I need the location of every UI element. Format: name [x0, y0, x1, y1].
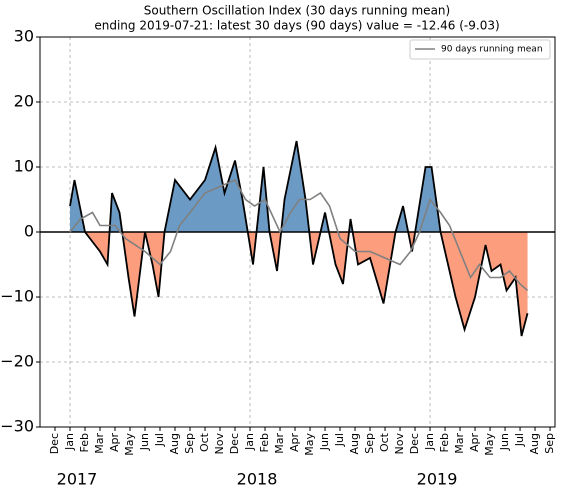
negative-area: [70, 232, 528, 336]
x-tick-label: Mar: [93, 433, 106, 454]
y-tick-label: 20: [14, 92, 34, 111]
x-tick-label: Mar: [453, 433, 466, 454]
x-tick-label: Jul: [513, 433, 526, 447]
x-tick-label: Sep: [543, 433, 556, 454]
x-tick-label: Apr: [288, 433, 301, 453]
x-tick-label: Dec: [408, 433, 421, 454]
x-tick-label: Jul: [333, 433, 346, 447]
x-tick-label: Jun: [498, 433, 511, 451]
x-tick-label: Feb: [258, 433, 271, 452]
x-tick-label: Oct: [378, 432, 391, 452]
legend-box: [409, 39, 551, 60]
x-tick-label: Nov: [393, 433, 406, 455]
y-tick-label: 30: [14, 27, 34, 46]
x-tick-label: Feb: [78, 433, 91, 452]
x-tick-label: Apr: [108, 433, 121, 453]
year-label: 2017: [57, 470, 98, 489]
x-tick-label: Feb: [438, 433, 451, 452]
x-tick-label: Aug: [528, 433, 541, 454]
x-tick-label: Jun: [318, 433, 331, 451]
x-tick-label: Apr: [468, 433, 481, 453]
x-tick-label: Nov: [213, 433, 226, 455]
y-tick-label: 0: [24, 222, 34, 241]
x-tick-label: Sep: [183, 433, 196, 454]
y-tick-label: −30: [0, 417, 34, 436]
x-tick-label: Mar: [273, 433, 286, 454]
chart-title: Southern Oscillation Index (30 days runn…: [144, 4, 450, 18]
year-label: 2018: [237, 470, 278, 489]
y-tick-label: −20: [0, 352, 34, 371]
y-tick-label: 10: [14, 157, 34, 176]
plot-frame: [39, 36, 556, 428]
x-tick-label: Aug: [168, 433, 181, 454]
x-tick-label: May: [483, 433, 496, 456]
x-tick-label: Sep: [363, 433, 376, 454]
legend-label: 90 days running mean: [441, 45, 543, 55]
x-tick-label: Dec: [48, 433, 61, 454]
year-label: 2019: [417, 470, 458, 489]
y-tick-label: −10: [0, 287, 34, 306]
x-tick-label: Jul: [153, 433, 166, 447]
x-tick-label: Dec: [228, 433, 241, 454]
x-tick-label: Jan: [63, 433, 76, 451]
x-tick-label: Jan: [243, 433, 256, 451]
series-line: [69, 178, 529, 292]
positive-area: [70, 141, 528, 232]
x-tick-label: May: [303, 433, 316, 456]
x-tick-label: Oct: [198, 432, 211, 452]
x-tick-label: May: [123, 433, 136, 456]
chart-subtitle: ending 2019-07-21: latest 30 days (90 da…: [94, 19, 499, 33]
series-line: [69, 140, 529, 337]
x-tick-label: Aug: [348, 433, 361, 454]
x-tick-label: Jan: [423, 433, 436, 451]
x-tick-label: Jun: [138, 433, 151, 451]
